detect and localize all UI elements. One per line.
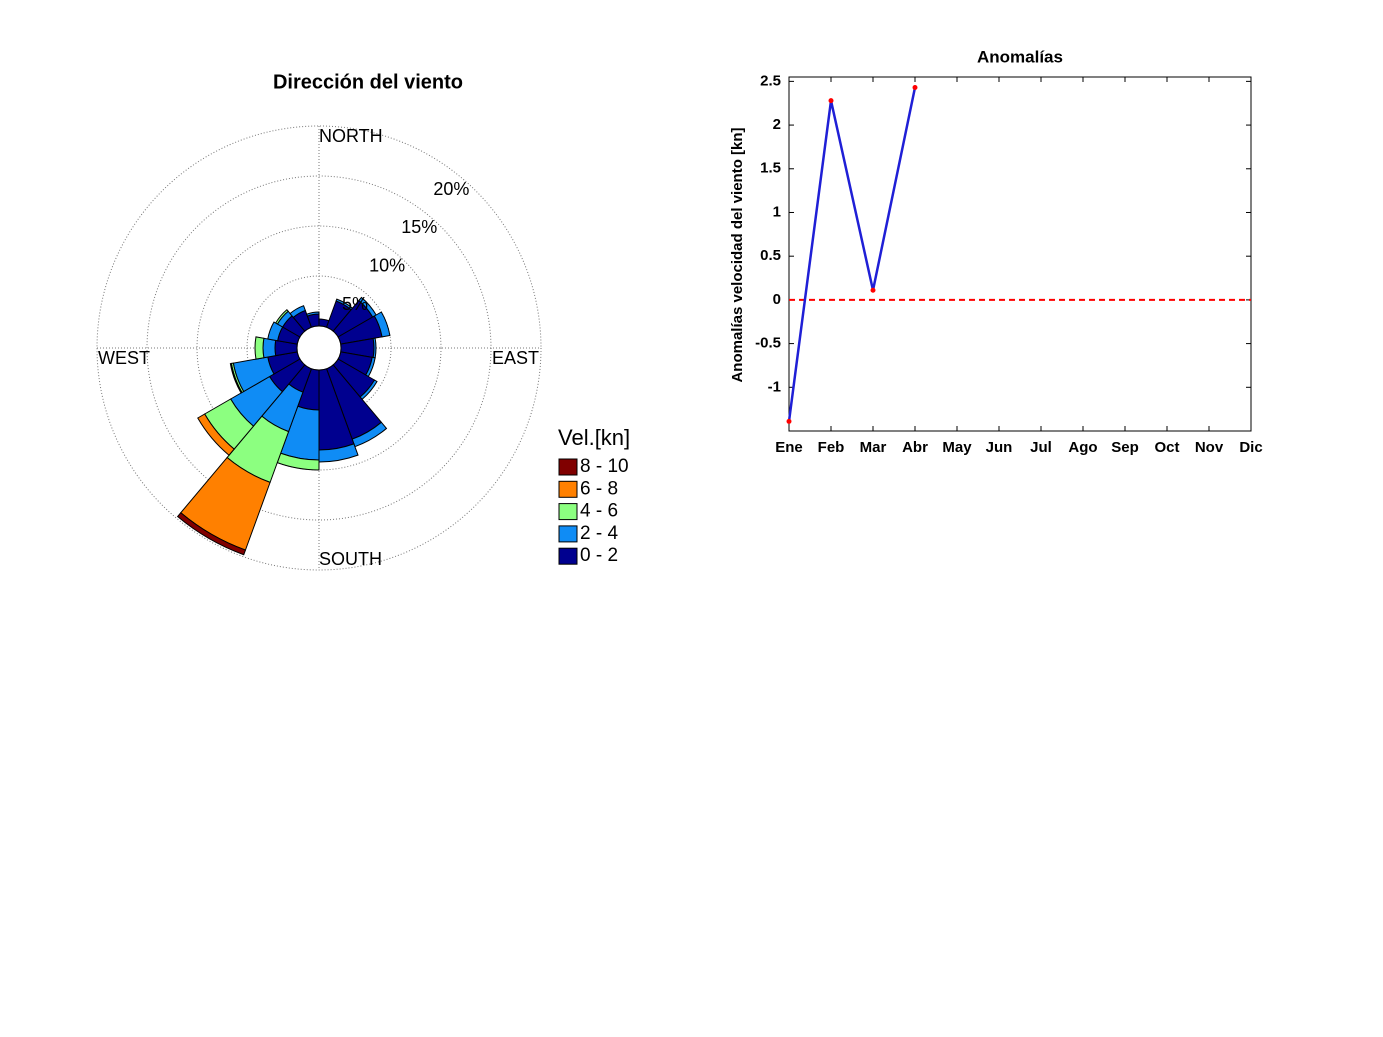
plot-frame bbox=[788, 76, 1252, 432]
ring bbox=[146, 175, 492, 521]
line-title: Anomalías bbox=[977, 47, 1063, 66]
rose-segment bbox=[373, 311, 391, 338]
compass-label: EAST bbox=[492, 348, 539, 368]
legend-label: 0 - 2 bbox=[580, 545, 618, 566]
rose-title: Dirección del viento bbox=[273, 71, 463, 93]
compass-label: NORTH bbox=[319, 126, 383, 146]
y-tick-label: 1 bbox=[773, 203, 781, 220]
point bbox=[870, 287, 876, 293]
x-tick-label: Dic bbox=[1239, 439, 1262, 456]
x-tick-label: Mar bbox=[860, 439, 887, 456]
y-tick-label: 0.5 bbox=[760, 247, 781, 264]
legend-swatch bbox=[558, 503, 578, 521]
rose-segment bbox=[267, 321, 284, 342]
y-tick-label: 2 bbox=[773, 116, 781, 133]
x-tick-label: Oct bbox=[1154, 439, 1179, 456]
legend-swatch bbox=[558, 547, 578, 565]
point bbox=[786, 418, 792, 424]
ring bbox=[96, 125, 542, 571]
rose-segment bbox=[197, 413, 235, 456]
x-tick-label: Feb bbox=[818, 439, 845, 456]
legend-label: 8 - 10 bbox=[580, 456, 629, 477]
rose-segment bbox=[254, 336, 265, 360]
compass-label: WEST bbox=[98, 348, 150, 368]
rose-segment bbox=[289, 305, 306, 319]
y-tick-label: -0.5 bbox=[755, 335, 781, 352]
legend-swatch bbox=[558, 480, 578, 498]
x-tick-label: Sep bbox=[1111, 439, 1139, 456]
legend-label: 6 - 8 bbox=[580, 478, 618, 499]
ring bbox=[246, 275, 392, 421]
x-tick-label: Abr bbox=[902, 439, 928, 456]
point bbox=[828, 98, 834, 104]
ring bbox=[196, 225, 442, 471]
x-tick-label: Jul bbox=[1030, 439, 1052, 456]
compass-label: SOUTH bbox=[319, 549, 382, 569]
line-series bbox=[787, 87, 917, 422]
x-tick-label: Ago bbox=[1068, 439, 1097, 456]
y-tick-label: -1 bbox=[768, 378, 781, 395]
x-tick-label: Jun bbox=[986, 439, 1013, 456]
legend-swatch bbox=[558, 458, 578, 476]
y-tick-label: 2.5 bbox=[760, 72, 781, 89]
rose-segment bbox=[372, 337, 377, 359]
legend-label: 4 - 6 bbox=[580, 501, 618, 522]
center-hole bbox=[296, 325, 342, 371]
ring-label: 20% bbox=[433, 179, 469, 199]
y-axis-label: Anomalías velocidad del viento [kn] bbox=[729, 127, 746, 382]
y-tick-label: 1.5 bbox=[760, 160, 781, 177]
y-tick-label: 0 bbox=[773, 291, 781, 308]
ring-label: 5% bbox=[342, 294, 368, 314]
x-tick-label: Nov bbox=[1195, 439, 1224, 456]
x-tick-label: Ene bbox=[775, 439, 803, 456]
legend-swatch bbox=[558, 525, 578, 543]
rose-segment bbox=[229, 362, 243, 394]
ring-label: 10% bbox=[369, 256, 405, 276]
rose-segment bbox=[262, 337, 277, 359]
x-tick-label: May bbox=[942, 439, 972, 456]
legend-title: Vel.[kn] bbox=[558, 425, 630, 450]
rose-segment bbox=[275, 308, 289, 325]
legend-label: 2 - 4 bbox=[580, 523, 618, 544]
point bbox=[912, 84, 918, 90]
ring-label: 15% bbox=[401, 217, 437, 237]
rose-segment bbox=[176, 511, 247, 556]
rose-segment bbox=[306, 311, 320, 317]
